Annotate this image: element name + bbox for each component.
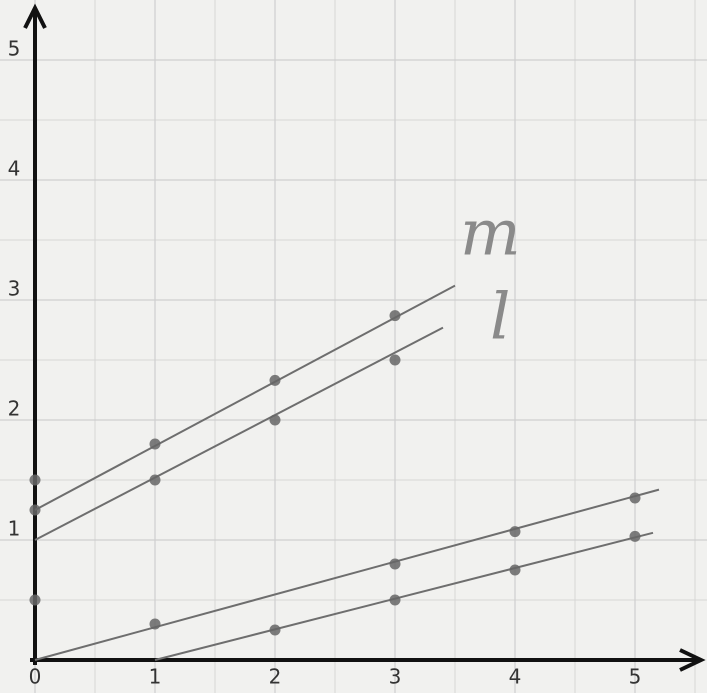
x-tick-label: 2 xyxy=(269,665,282,689)
line-label: l xyxy=(490,281,510,355)
point xyxy=(510,565,521,576)
point xyxy=(390,559,401,570)
point xyxy=(150,439,161,450)
point xyxy=(390,355,401,366)
point xyxy=(150,619,161,630)
y-tick-label: 4 xyxy=(8,157,21,181)
point xyxy=(30,505,41,516)
point xyxy=(630,531,641,542)
y-tick-label: 1 xyxy=(8,517,21,541)
point xyxy=(30,475,41,486)
line xyxy=(35,328,443,540)
point xyxy=(150,475,161,486)
x-tick-label: 5 xyxy=(629,665,642,689)
x-tick-label: 4 xyxy=(509,665,522,689)
chart: 0 1 2 3 4 5 1 2 3 4 5 ml xyxy=(0,0,707,693)
point xyxy=(510,526,521,537)
line xyxy=(35,490,659,660)
y-tick-label: 5 xyxy=(8,37,21,61)
point xyxy=(390,595,401,606)
x-tick-label: 3 xyxy=(389,665,402,689)
y-tick-label: 3 xyxy=(8,277,21,301)
point xyxy=(270,415,281,426)
page: {"chart_data": {"type": "line", "xlim": … xyxy=(0,0,707,693)
point xyxy=(270,625,281,636)
line-label: m xyxy=(460,197,521,271)
point xyxy=(270,375,281,386)
point xyxy=(30,595,41,606)
point xyxy=(630,493,641,504)
line xyxy=(155,533,653,660)
y-tick-label: 2 xyxy=(8,397,21,421)
point xyxy=(390,310,401,321)
x-tick-label: 0 xyxy=(29,665,42,689)
x-tick-label: 1 xyxy=(149,665,162,689)
